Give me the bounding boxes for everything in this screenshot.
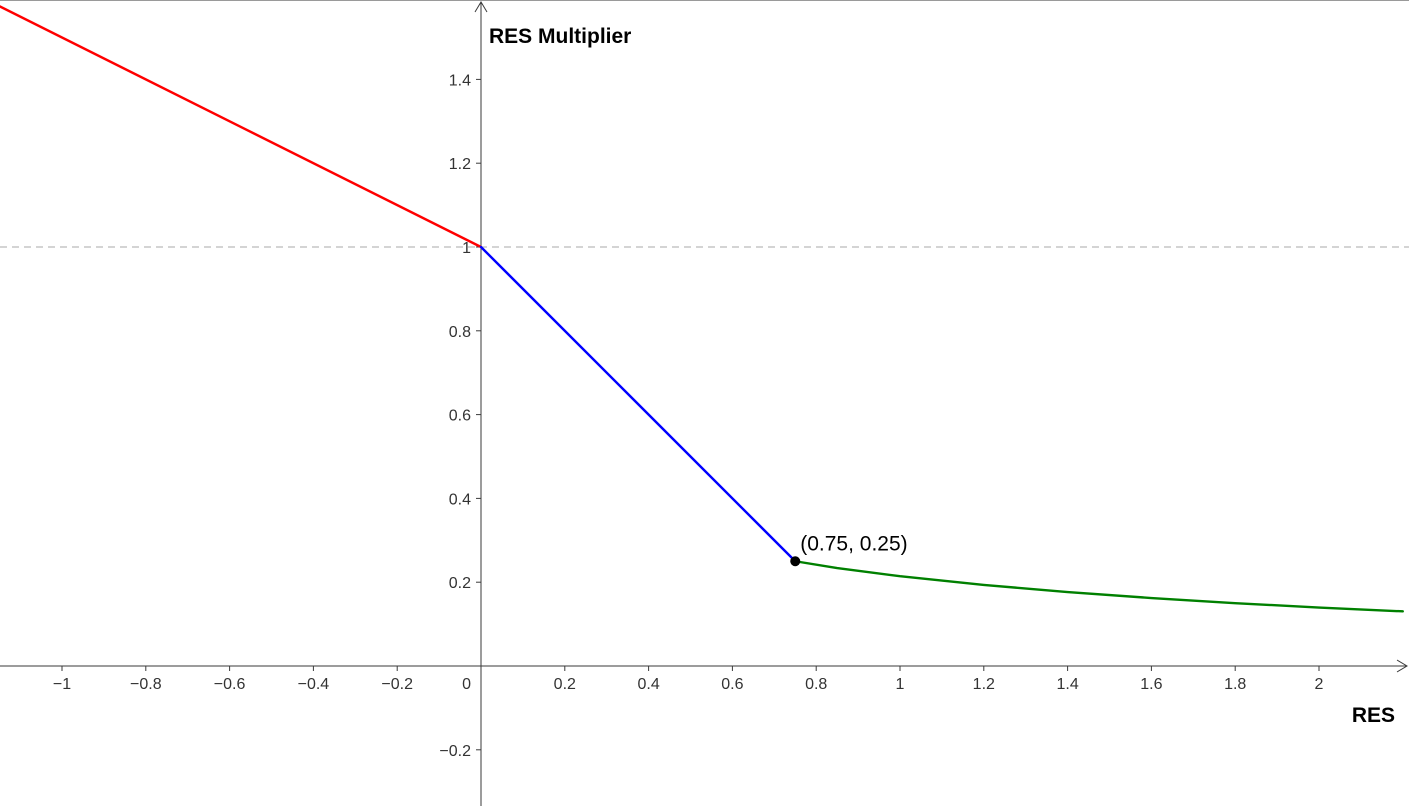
x-tick-label: −0.6 <box>214 676 246 693</box>
x-tick-label: 0.8 <box>805 676 827 693</box>
annotated-point-label: (0.75, 0.25) <box>800 532 907 555</box>
x-tick-label: 1.4 <box>1056 676 1078 693</box>
x-tick-label: 0.2 <box>554 676 576 693</box>
x-axis-title: RES <box>1352 704 1395 727</box>
x-tick-label: 1.6 <box>1140 676 1162 693</box>
y-axis-title: RES Multiplier <box>489 25 631 48</box>
x-axis-arrow <box>1396 659 1408 673</box>
x-tick-label: −1 <box>53 676 71 693</box>
x-tick-label: 0.6 <box>721 676 743 693</box>
x-tick-label: −0.4 <box>298 676 330 693</box>
annotated-point <box>790 556 801 567</box>
x-tick-label: 0.4 <box>637 676 659 693</box>
x-tick-label: 1.2 <box>973 676 995 693</box>
x-tick-label: 2 <box>1315 676 1324 693</box>
y-tick-label: 0.8 <box>449 324 471 341</box>
y-tick-label: 1 <box>462 240 471 257</box>
series-line-1 <box>0 5 483 249</box>
y-tick-label: −0.2 <box>439 743 471 760</box>
series-line-2 <box>479 245 797 563</box>
y-tick-label: 0.4 <box>449 491 471 508</box>
y-tick-label: 1.2 <box>449 156 471 173</box>
origin-label: 0 <box>462 676 471 693</box>
x-tick-label: 1.8 <box>1224 676 1246 693</box>
y-axis-arrow <box>474 1 488 13</box>
y-tick-label: 0.6 <box>449 408 471 425</box>
y-tick-label: 0.2 <box>449 575 471 592</box>
y-tick-label: 1.4 <box>449 72 471 89</box>
x-tick-label: −0.2 <box>381 676 413 693</box>
series-line-3 <box>794 560 1405 613</box>
x-tick-label: −0.8 <box>130 676 162 693</box>
x-tick-label: 1 <box>896 676 905 693</box>
